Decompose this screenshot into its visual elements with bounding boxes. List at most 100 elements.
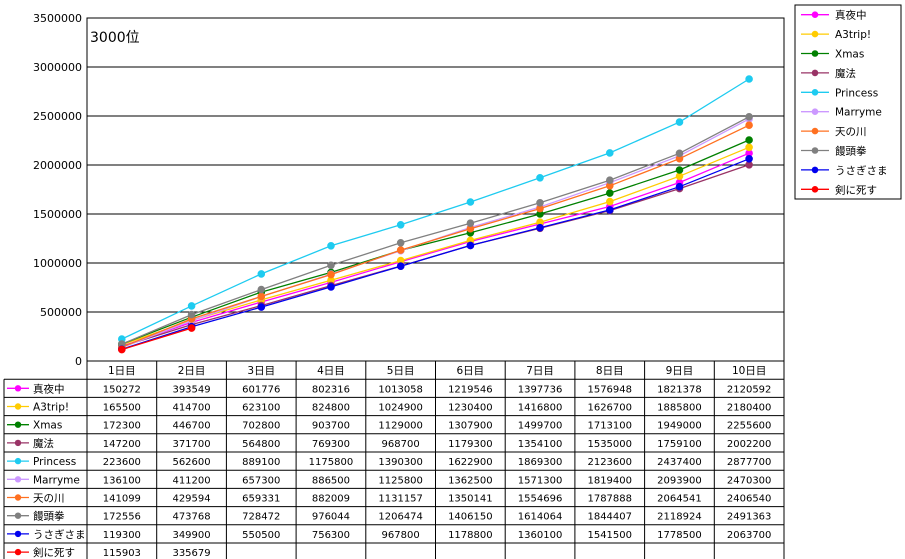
data-point xyxy=(675,166,684,174)
table-cell: 1885800 xyxy=(657,403,702,414)
table-cell: 1230400 xyxy=(448,403,493,414)
table-cell: 2491363 xyxy=(727,512,772,523)
series-line xyxy=(121,78,750,340)
table-cell: 2063700 xyxy=(727,530,772,541)
x-category-label: 3日目 xyxy=(247,365,275,377)
y-tick-label: 3000000 xyxy=(33,61,82,74)
legend: 真夜中 A3trip! Xmas 魔法 Princess Marryme 天の川饅頭拳うさぎ… xyxy=(794,4,902,200)
table-cell: 473768 xyxy=(172,512,210,523)
table-cell: 1024900 xyxy=(378,403,423,414)
table-cell: 1129000 xyxy=(378,421,423,432)
table-cell: 1013058 xyxy=(378,384,423,395)
table-cell: 1759100 xyxy=(657,439,702,450)
table-cell: 886500 xyxy=(312,475,350,486)
legend-label: うさぎさま xyxy=(835,164,888,177)
table-cell: 659331 xyxy=(242,494,280,505)
table-legend-marker xyxy=(14,385,22,392)
table-cell: 1622900 xyxy=(448,457,493,468)
data-point xyxy=(606,206,614,214)
table-cell: 1821378 xyxy=(657,384,702,395)
table-cell: 1125800 xyxy=(378,475,423,486)
data-point xyxy=(536,174,544,182)
table-cell: 1949000 xyxy=(657,421,702,432)
plot-area: 0 500000 1000000 1500000 2000000 2500000 30000… xyxy=(33,12,785,368)
table-cell: 2002200 xyxy=(727,439,772,450)
table-legend-marker xyxy=(14,530,22,538)
table-cell: 2120592 xyxy=(727,384,772,395)
legend-label: 天の川 xyxy=(835,126,867,138)
table-legend-marker xyxy=(14,403,22,410)
data-point xyxy=(606,149,614,157)
table-series-name: 饅頭拳 xyxy=(33,510,65,523)
legend-label: Marryme xyxy=(835,107,882,119)
data-point xyxy=(396,246,405,254)
legend-marker xyxy=(811,50,819,57)
data-point xyxy=(675,149,684,158)
data-point xyxy=(606,189,614,197)
table-cell: 1844407 xyxy=(587,512,632,523)
data-point xyxy=(745,113,753,121)
table-cell: 1406150 xyxy=(448,512,493,523)
table-cell: 393549 xyxy=(172,384,210,395)
data-point xyxy=(675,182,684,191)
table-cell: 1360100 xyxy=(518,530,563,541)
table-cell: 1307900 xyxy=(448,421,493,432)
data-point xyxy=(745,143,753,152)
table-cell: 623100 xyxy=(242,403,280,414)
table-cell: 564800 xyxy=(242,439,280,450)
table-cell: 2406540 xyxy=(727,494,772,505)
table-cell: 657300 xyxy=(242,475,280,486)
x-category-label: 10日目 xyxy=(732,365,766,377)
data-point xyxy=(536,223,544,232)
table-cell: 165500 xyxy=(103,403,141,414)
y-tick-label: 500000 xyxy=(40,306,82,319)
data-point xyxy=(675,118,684,126)
data-point xyxy=(466,241,475,250)
table-cell: 1535000 xyxy=(587,439,632,450)
data-point xyxy=(327,270,335,279)
x-category-label: 2日目 xyxy=(178,365,206,377)
legend-marker xyxy=(811,108,819,115)
x-category-label: 6日目 xyxy=(457,365,485,377)
table-cell: 147200 xyxy=(103,439,141,450)
table-cell: 223600 xyxy=(103,457,141,468)
data-point xyxy=(396,262,405,271)
x-category-label: 1日目 xyxy=(108,365,136,377)
series-line xyxy=(121,158,750,350)
legend-marker xyxy=(811,89,819,96)
table-series-name: 剣に死す xyxy=(33,547,75,559)
table-legend-marker xyxy=(14,494,22,501)
data-point xyxy=(745,155,753,163)
table-cell: 2064541 xyxy=(657,494,702,505)
table-series-name: Princess xyxy=(33,456,76,468)
table-cell: 429594 xyxy=(172,494,210,505)
table-cell: 1787888 xyxy=(587,494,632,505)
legend-label: 魔法 xyxy=(835,67,856,80)
plot-frame xyxy=(86,17,785,362)
table-series-name: Xmas xyxy=(33,420,62,432)
table-cell: 2877700 xyxy=(727,457,772,468)
table-cell: 1571300 xyxy=(518,475,563,486)
table-legend-marker xyxy=(14,548,22,556)
table-cell: 371700 xyxy=(172,439,210,450)
data-point xyxy=(257,285,266,294)
table-legend-marker xyxy=(14,421,22,428)
table-cell: 1713100 xyxy=(587,421,632,432)
table-cell: 172300 xyxy=(103,421,141,432)
table-cell: 136100 xyxy=(103,475,141,486)
table-cell: 2180400 xyxy=(727,403,772,414)
legend-marker xyxy=(811,30,819,38)
table-cell: 172556 xyxy=(103,512,141,523)
legend-marker xyxy=(811,147,819,154)
data-point xyxy=(257,292,266,301)
y-tick-label: 1500000 xyxy=(33,208,82,221)
table-cell: 1175800 xyxy=(309,457,354,468)
data-point xyxy=(466,219,475,227)
table-cell: 802316 xyxy=(312,384,350,395)
table-cell: 2437400 xyxy=(657,457,702,468)
table-cell: 889100 xyxy=(242,457,280,468)
x-category-label: 9日目 xyxy=(666,365,694,377)
table-cell: 756300 xyxy=(312,530,350,541)
legend-label: 剣に死す xyxy=(835,184,877,196)
data-point xyxy=(187,310,196,319)
